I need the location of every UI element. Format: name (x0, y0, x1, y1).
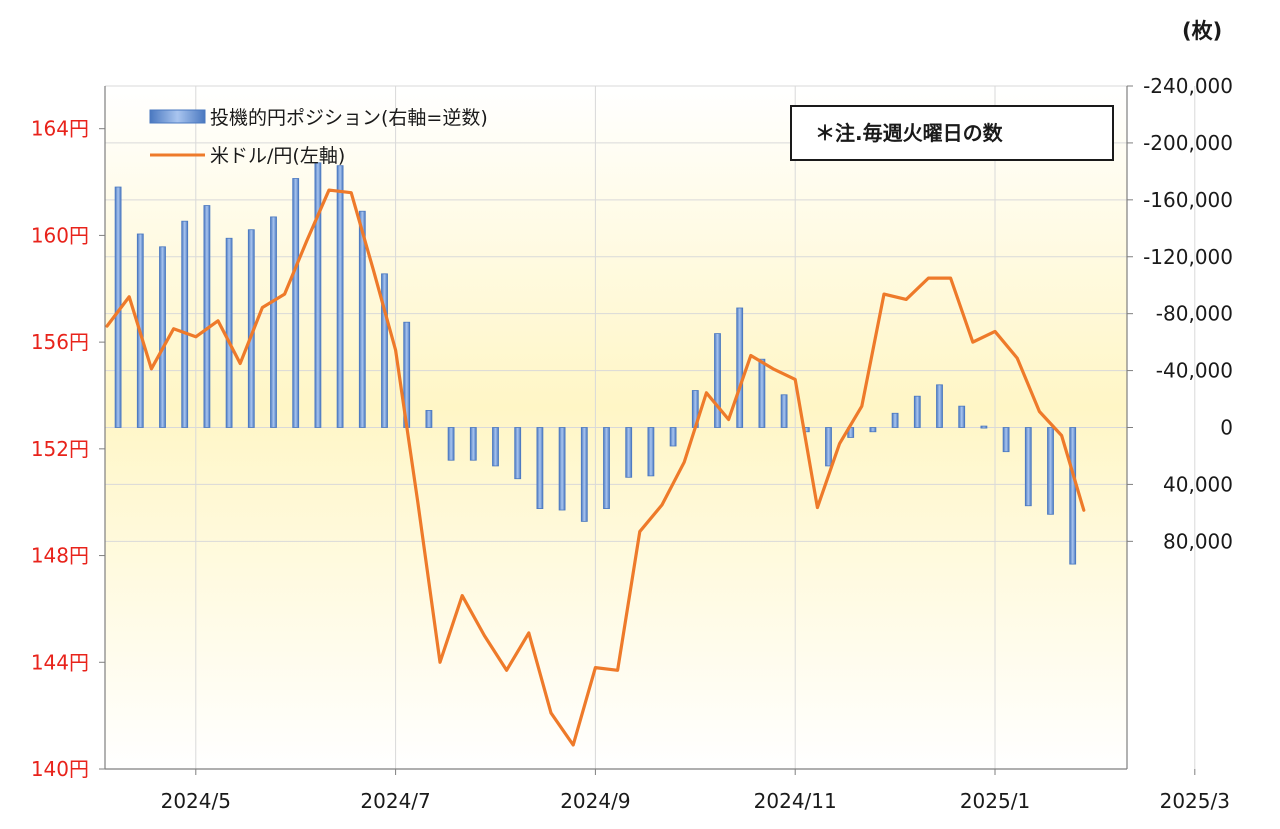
legend-bar-label: 投機的円ポジション(右軸=逆数) (210, 107, 488, 129)
right-tick-label: -240,000 (1143, 74, 1233, 98)
x-tick-label: 2024/9 (560, 789, 630, 813)
position-bars (114, 162, 1077, 565)
legend-bar-swatch (149, 109, 206, 124)
position-bar (603, 427, 610, 510)
position-bar (647, 427, 655, 477)
right-axis-unit: (枚) (1182, 19, 1222, 43)
position-bar (270, 216, 277, 428)
left-tick-label: 140円 (31, 757, 89, 781)
position-bar (336, 165, 344, 428)
position-bar (381, 273, 388, 428)
right-tick-label: -120,000 (1143, 245, 1233, 269)
position-bar (580, 427, 588, 522)
position-bar (825, 427, 832, 467)
left-tick-label: 156円 (31, 330, 89, 354)
position-bar (1047, 427, 1054, 515)
position-bar (514, 427, 522, 480)
note-box: ＊注.毎週火曜日の数 (790, 105, 1114, 161)
position-bar (425, 410, 433, 428)
note-border (790, 105, 1114, 161)
position-bar (292, 178, 300, 428)
usdjpy-line (105, 188, 1086, 747)
x-axis-ticks: 2024/5 2024/7 2024/9 2024/11 2025/1 2025/3 (161, 769, 1230, 813)
left-tick-label: 144円 (31, 650, 89, 674)
legend: 投機的円ポジション(右軸=逆数) 米ドル/円(左軸) (149, 107, 488, 167)
position-bar (469, 427, 477, 461)
position-bar (891, 412, 899, 428)
legend-line-label: 米ドル/円(左軸) (210, 145, 345, 167)
right-tick-label: 40,000 (1163, 472, 1233, 496)
position-bar (958, 405, 966, 428)
position-bar (1002, 427, 1010, 453)
position-bar (181, 220, 189, 428)
x-tick-label: 2024/7 (360, 789, 430, 813)
x-tick-label: 2025/1 (960, 789, 1030, 813)
right-tick-label: 0 (1220, 416, 1233, 440)
right-tick-label: 80,000 (1163, 529, 1233, 553)
usdjpy-line-layer (105, 188, 1086, 747)
position-bar (558, 427, 566, 511)
left-tick-label: 148円 (31, 544, 89, 568)
right-tick-label: -160,000 (1143, 188, 1233, 212)
position-bar (758, 358, 766, 428)
right-axis-ticks: -240,000 -200,000 -160,000 -120,000 -80,000 -… (1127, 74, 1233, 553)
position-bar (358, 210, 366, 428)
position-bar (447, 427, 455, 461)
x-tick-label: 2024/5 (161, 789, 231, 813)
left-tick-label: 164円 (31, 117, 89, 141)
position-bar (314, 162, 322, 428)
gridlines (105, 85, 1196, 769)
x-tick-label: 2024/11 (754, 789, 837, 813)
position-bar (936, 384, 943, 428)
position-bar (736, 307, 744, 428)
position-bar (669, 427, 677, 447)
left-tick-label: 152円 (31, 437, 89, 461)
left-tick-label: 160円 (31, 223, 89, 247)
right-tick-label: -40,000 (1156, 359, 1233, 383)
position-bar (714, 333, 721, 428)
position-bar (869, 427, 877, 433)
left-axis-ticks: 164円 160円 156円 152円 148円 144円 140円 (31, 117, 105, 781)
note-text: ＊注.毎週火曜日の数 (815, 121, 1004, 145)
position-bar (225, 237, 233, 428)
position-bar (980, 425, 988, 429)
position-bar (913, 395, 921, 428)
position-bar (492, 427, 499, 467)
position-bar (203, 205, 211, 428)
position-bar (536, 427, 544, 510)
position-bar (780, 394, 788, 428)
position-bar (1069, 427, 1077, 565)
position-bar (159, 246, 166, 428)
position-bar (1024, 427, 1032, 507)
x-tick-label: 2025/3 (1160, 789, 1230, 813)
right-tick-label: -80,000 (1156, 302, 1233, 326)
position-bar (625, 427, 633, 478)
right-tick-label: -200,000 (1143, 131, 1233, 155)
